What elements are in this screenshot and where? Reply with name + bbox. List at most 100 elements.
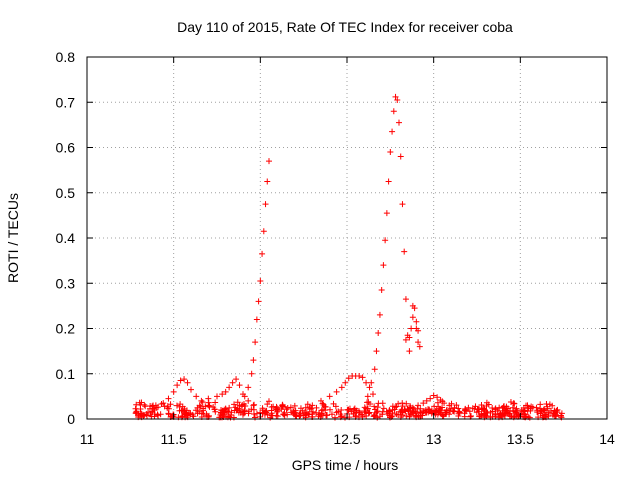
data-point xyxy=(345,407,352,414)
data-point xyxy=(401,248,408,255)
data-point xyxy=(303,410,310,417)
data-point xyxy=(222,405,229,412)
data-point xyxy=(136,399,143,406)
data-point xyxy=(472,403,479,410)
data-point xyxy=(437,407,444,414)
data-point xyxy=(181,376,188,383)
data-point xyxy=(523,413,530,420)
data-point xyxy=(363,379,370,386)
data-point xyxy=(212,399,219,406)
data-point xyxy=(396,119,402,126)
data-point xyxy=(231,407,238,414)
data-point xyxy=(273,406,280,413)
data-point xyxy=(402,296,409,303)
data-point xyxy=(147,403,154,410)
data-point xyxy=(333,409,340,416)
data-point xyxy=(173,402,180,409)
data-point xyxy=(196,402,203,409)
data-point xyxy=(233,376,240,383)
data-point xyxy=(389,128,396,135)
data-point xyxy=(226,404,233,411)
chart-title: Day 110 of 2015, Rate Of TEC Index for r… xyxy=(177,19,513,35)
data-point xyxy=(394,96,401,103)
data-point xyxy=(511,413,518,420)
data-point xyxy=(413,318,420,325)
data-point xyxy=(392,404,399,411)
data-point xyxy=(274,413,281,420)
data-point xyxy=(198,397,205,404)
data-point xyxy=(365,410,372,417)
data-point xyxy=(444,406,451,413)
data-point xyxy=(387,149,394,156)
data-point xyxy=(415,339,422,346)
data-point xyxy=(509,404,516,411)
data-point xyxy=(375,330,382,337)
data-point xyxy=(501,403,508,410)
data-point xyxy=(551,408,558,415)
x-axis-label: GPS time / hours xyxy=(292,457,399,473)
data-point xyxy=(259,250,266,257)
data-point xyxy=(511,400,518,407)
data-point xyxy=(455,410,462,417)
data-point xyxy=(219,391,226,398)
data-point xyxy=(253,316,260,323)
data-point xyxy=(221,406,228,413)
data-point xyxy=(385,178,392,185)
data-point xyxy=(302,404,309,411)
data-point xyxy=(326,393,333,400)
data-point xyxy=(356,373,363,380)
data-point xyxy=(184,379,191,386)
data-point xyxy=(554,406,561,413)
data-point xyxy=(403,413,410,420)
data-point xyxy=(430,392,437,399)
data-point xyxy=(193,393,200,400)
data-point xyxy=(250,357,257,364)
data-point xyxy=(264,178,271,185)
data-point xyxy=(544,403,551,410)
data-point xyxy=(226,413,233,420)
data-point xyxy=(399,400,406,407)
data-point xyxy=(543,400,550,407)
data-point xyxy=(165,410,172,417)
data-point xyxy=(330,400,337,407)
data-point xyxy=(231,401,238,408)
data-point xyxy=(251,411,258,418)
y-tick-label: 0.7 xyxy=(56,94,76,110)
data-point xyxy=(371,366,378,373)
data-point xyxy=(397,153,404,160)
data-point xyxy=(434,394,441,401)
data-points xyxy=(132,93,565,421)
data-point xyxy=(505,405,512,412)
data-point xyxy=(406,348,413,355)
x-tick-label: 14 xyxy=(599,431,615,447)
data-point xyxy=(409,404,416,411)
data-point xyxy=(338,384,345,391)
data-point xyxy=(542,411,549,418)
data-point xyxy=(350,410,357,417)
data-point xyxy=(534,408,541,415)
data-point xyxy=(226,384,233,391)
data-point xyxy=(338,406,345,413)
data-point xyxy=(248,370,255,377)
data-point xyxy=(206,402,213,409)
data-point xyxy=(248,406,255,413)
y-tick-label: 0.3 xyxy=(56,275,76,291)
data-point xyxy=(529,404,536,411)
data-point xyxy=(308,405,315,412)
data-point xyxy=(393,411,400,418)
data-point xyxy=(281,412,288,419)
data-point xyxy=(133,408,140,415)
data-point xyxy=(368,379,375,386)
data-point xyxy=(194,410,201,417)
y-tick-label: 0.5 xyxy=(56,185,76,201)
data-point xyxy=(351,405,358,412)
data-point xyxy=(437,396,444,403)
data-point xyxy=(291,402,298,409)
data-point xyxy=(408,325,415,332)
data-point xyxy=(428,407,435,414)
data-point xyxy=(260,228,267,235)
data-point xyxy=(284,405,291,412)
data-point xyxy=(234,399,241,406)
grid-lines xyxy=(87,57,607,419)
